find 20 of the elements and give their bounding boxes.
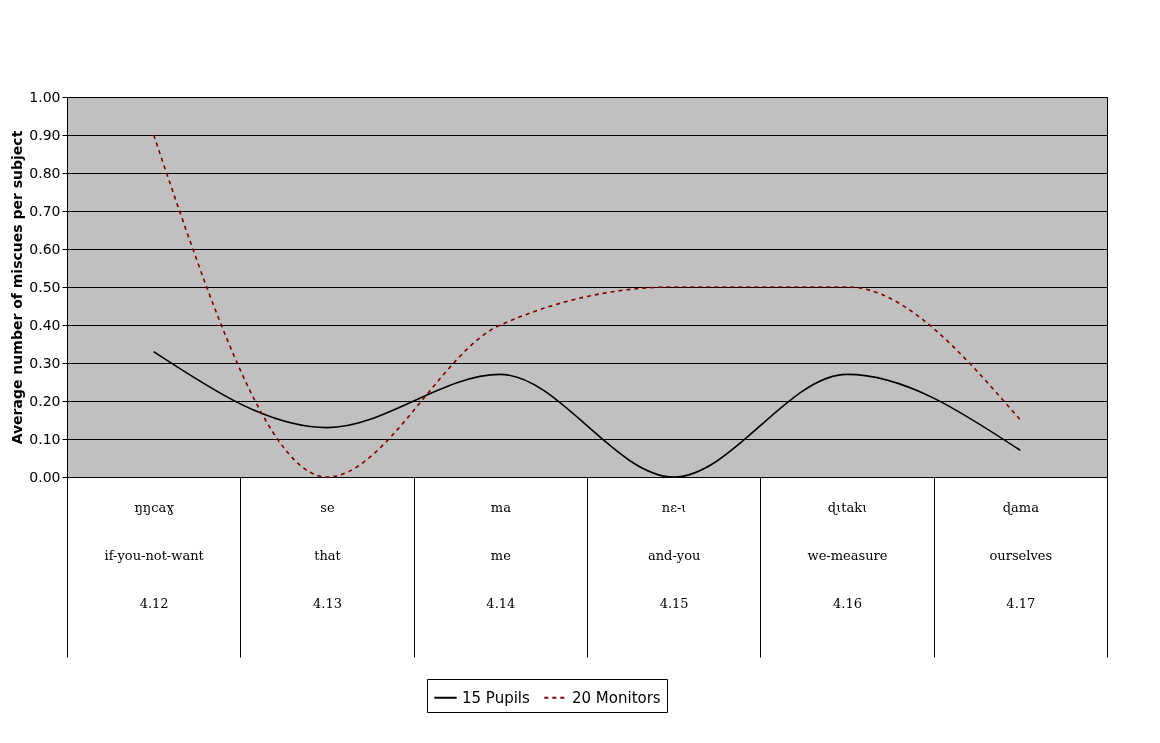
category-label: ɖɩtakɩ we-measure 4.16: [807, 499, 888, 611]
y-tick-label: 0.30: [29, 354, 61, 371]
y-tick-label: 0.00: [29, 468, 61, 485]
y-axis-title: Average number of miscues per subject: [9, 130, 26, 445]
y-tick-label: 0.10: [29, 430, 61, 447]
y-tick-label: 0.60: [29, 240, 61, 257]
legend-label: 15 Pupils: [462, 688, 530, 707]
legend-label: 20 Monitors: [572, 688, 661, 707]
y-tick-label: 0.70: [29, 202, 61, 219]
category-label: ɖama ourselves 4.17: [989, 499, 1053, 611]
y-tick-label: 1.00: [29, 88, 61, 105]
y-tick-label: 0.80: [29, 164, 61, 181]
category-label: nɛ-ɩ and-you 4.15: [647, 499, 701, 611]
y-tick-label: 0.20: [29, 392, 61, 409]
category-label: ma me 4.14: [486, 499, 516, 611]
category-label: se that 4.13: [313, 499, 342, 611]
y-tick-label: 0.90: [29, 126, 61, 143]
category-label: ŋŋcaɣ if-you-not-want 4.12: [104, 499, 204, 611]
y-tick-label: 0.40: [29, 316, 61, 333]
y-tick-label: 0.50: [29, 278, 61, 295]
